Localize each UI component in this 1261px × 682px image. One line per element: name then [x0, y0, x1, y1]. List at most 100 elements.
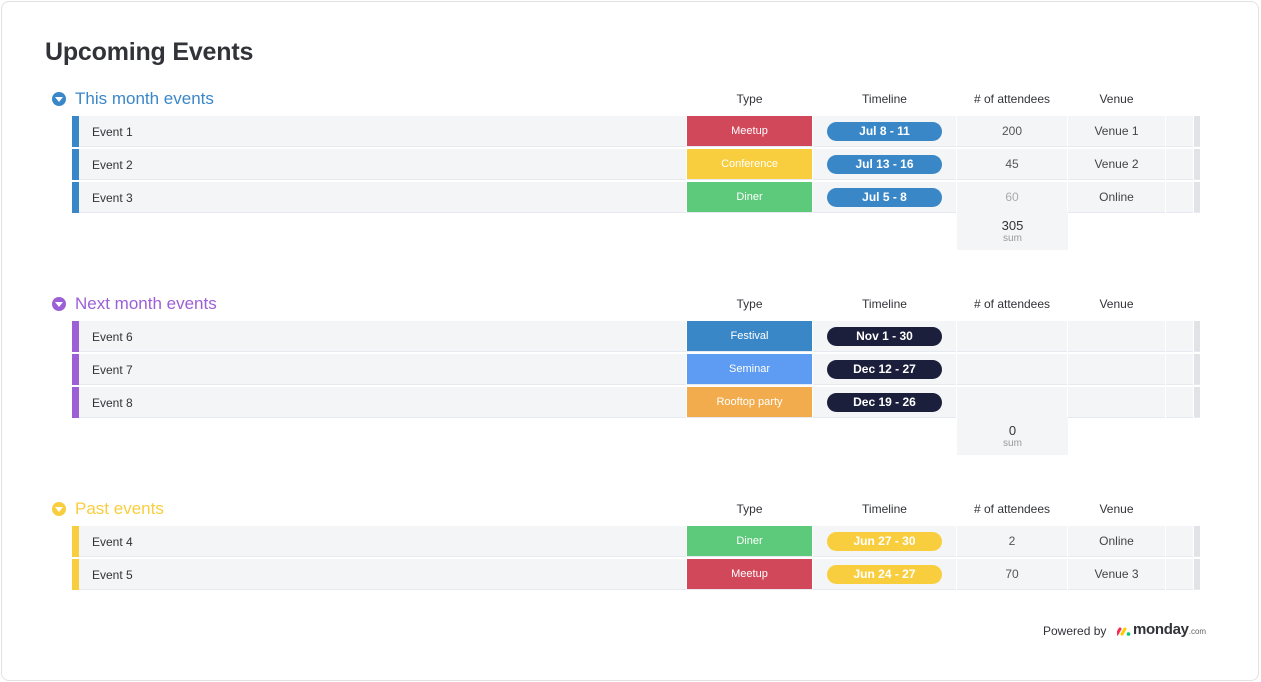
timeline-pill: Jul 8 - 11 [827, 122, 942, 141]
column-header-type[interactable]: Type [736, 297, 763, 311]
item-name: Event 5 [92, 568, 133, 582]
type-status-cell[interactable]: Meetup [687, 116, 812, 147]
item-name-cell[interactable]: Event 3 [79, 182, 686, 213]
timeline-pill: Jul 13 - 16 [827, 155, 942, 174]
empty-cell[interactable] [1166, 354, 1193, 385]
column-header-timeline[interactable]: Timeline [862, 502, 907, 516]
item-name: Event 2 [92, 158, 133, 172]
item-name-cell[interactable]: Event 1 [79, 116, 686, 147]
column-header-venue[interactable]: Venue [1099, 297, 1134, 311]
table-row[interactable]: Event 7 Seminar Dec 12 - 27 [72, 354, 1200, 385]
empty-cell[interactable] [1166, 387, 1193, 418]
group-title[interactable]: This month events [75, 89, 214, 108]
item-name-cell[interactable]: Event 6 [79, 321, 686, 352]
row-end-cap [1194, 149, 1200, 180]
collapse-chevron-icon[interactable] [52, 297, 66, 311]
column-header-timeline[interactable]: Timeline [862, 92, 907, 106]
item-name-cell[interactable]: Event 5 [79, 559, 686, 590]
attendees-cell[interactable] [957, 321, 1067, 352]
empty-cell[interactable] [1166, 182, 1193, 213]
empty-cell[interactable] [1166, 149, 1193, 180]
attendees-cell[interactable]: 200 [957, 116, 1067, 147]
group-color-bar [72, 116, 79, 147]
item-name: Event 7 [92, 363, 133, 377]
group-title[interactable]: Next month events [75, 294, 217, 313]
table-row[interactable]: Event 1 Meetup Jul 8 - 11 200 Venue 1 [72, 116, 1200, 147]
group-header: This month events Type Timeline # of att… [0, 87, 1261, 111]
type-status-cell[interactable]: Seminar [687, 354, 812, 385]
venue-cell[interactable]: Venue 2 [1068, 149, 1165, 180]
attendees-cell[interactable] [957, 387, 1067, 418]
attendees-cell[interactable]: 2 [957, 526, 1067, 557]
empty-cell[interactable] [1166, 559, 1193, 590]
monday-wordmark: monday.com [1133, 621, 1206, 638]
attendees-sum: 0 sum [957, 417, 1068, 455]
timeline-cell[interactable]: Jul 5 - 8 [813, 182, 956, 213]
column-header-type[interactable]: Type [736, 92, 763, 106]
attendees-cell[interactable]: 70 [957, 559, 1067, 590]
collapse-chevron-icon[interactable] [52, 502, 66, 516]
attendees-cell[interactable]: 60 [957, 182, 1067, 213]
timeline-cell[interactable]: Dec 19 - 26 [813, 387, 956, 418]
table-row[interactable]: Event 5 Meetup Jun 24 - 27 70 Venue 3 [72, 559, 1200, 590]
timeline-cell[interactable]: Dec 12 - 27 [813, 354, 956, 385]
timeline-cell[interactable]: Jun 27 - 30 [813, 526, 956, 557]
empty-cell[interactable] [1166, 526, 1193, 557]
venue-cell[interactable]: Online [1068, 526, 1165, 557]
type-status-cell[interactable]: Rooftop party [687, 387, 812, 418]
type-status-cell[interactable]: Conference [687, 149, 812, 180]
table-row[interactable]: Event 3 Diner Jul 5 - 8 60 Online [72, 182, 1200, 213]
type-status-cell[interactable]: Diner [687, 182, 812, 213]
type-status-cell[interactable]: Diner [687, 526, 812, 557]
attendees-cell[interactable] [957, 354, 1067, 385]
timeline-cell[interactable]: Jul 8 - 11 [813, 116, 956, 147]
timeline-pill: Nov 1 - 30 [827, 327, 942, 346]
venue-cell[interactable]: Venue 3 [1068, 559, 1165, 590]
empty-cell[interactable] [1166, 321, 1193, 352]
group-header: Next month events Type Timeline # of att… [0, 292, 1261, 316]
item-name: Event 8 [92, 396, 133, 410]
column-header-attendees[interactable]: # of attendees [973, 297, 1051, 311]
collapse-chevron-icon[interactable] [52, 92, 66, 106]
column-header-attendees[interactable]: # of attendees [973, 502, 1051, 516]
sum-value: 0 [1008, 423, 1017, 438]
group-rows: Event 6 Festival Nov 1 - 30 Event 7 Semi… [72, 321, 1200, 420]
column-header-venue[interactable]: Venue [1099, 502, 1134, 516]
group-title[interactable]: Past events [75, 499, 164, 518]
venue-cell[interactable] [1068, 321, 1165, 352]
board-title: Upcoming Events [45, 38, 254, 66]
venue-cell[interactable] [1068, 387, 1165, 418]
type-status-cell[interactable]: Festival [687, 321, 812, 352]
venue-cell[interactable]: Venue 1 [1068, 116, 1165, 147]
column-header-timeline[interactable]: Timeline [862, 297, 907, 311]
column-header-type[interactable]: Type [736, 502, 763, 516]
monday-logo-icon [1117, 627, 1131, 636]
item-name-cell[interactable]: Event 2 [79, 149, 686, 180]
column-header-venue[interactable]: Venue [1099, 92, 1134, 106]
table-row[interactable]: Event 4 Diner Jun 27 - 30 2 Online [72, 526, 1200, 557]
column-header-attendees[interactable]: # of attendees [973, 92, 1051, 106]
empty-cell[interactable] [1166, 116, 1193, 147]
item-name: Event 3 [92, 191, 133, 205]
row-end-cap [1194, 387, 1200, 418]
row-end-cap [1194, 182, 1200, 213]
type-status-cell[interactable]: Meetup [687, 559, 812, 590]
item-name-cell[interactable]: Event 4 [79, 526, 686, 557]
attendees-sum: 305 sum [957, 212, 1068, 250]
item-name-cell[interactable]: Event 7 [79, 354, 686, 385]
timeline-cell[interactable]: Nov 1 - 30 [813, 321, 956, 352]
sum-label: sum [1003, 233, 1022, 244]
table-row[interactable]: Event 6 Festival Nov 1 - 30 [72, 321, 1200, 352]
sum-label: sum [1003, 438, 1022, 449]
table-row[interactable]: Event 8 Rooftop party Dec 19 - 26 [72, 387, 1200, 418]
group-color-bar [72, 559, 79, 590]
timeline-cell[interactable]: Jun 24 - 27 [813, 559, 956, 590]
table-row[interactable]: Event 2 Conference Jul 13 - 16 45 Venue … [72, 149, 1200, 180]
timeline-cell[interactable]: Jul 13 - 16 [813, 149, 956, 180]
venue-cell[interactable]: Online [1068, 182, 1165, 213]
attendees-cell[interactable]: 45 [957, 149, 1067, 180]
group-color-bar [72, 387, 79, 418]
venue-cell[interactable] [1068, 354, 1165, 385]
item-name: Event 6 [92, 330, 133, 344]
item-name-cell[interactable]: Event 8 [79, 387, 686, 418]
